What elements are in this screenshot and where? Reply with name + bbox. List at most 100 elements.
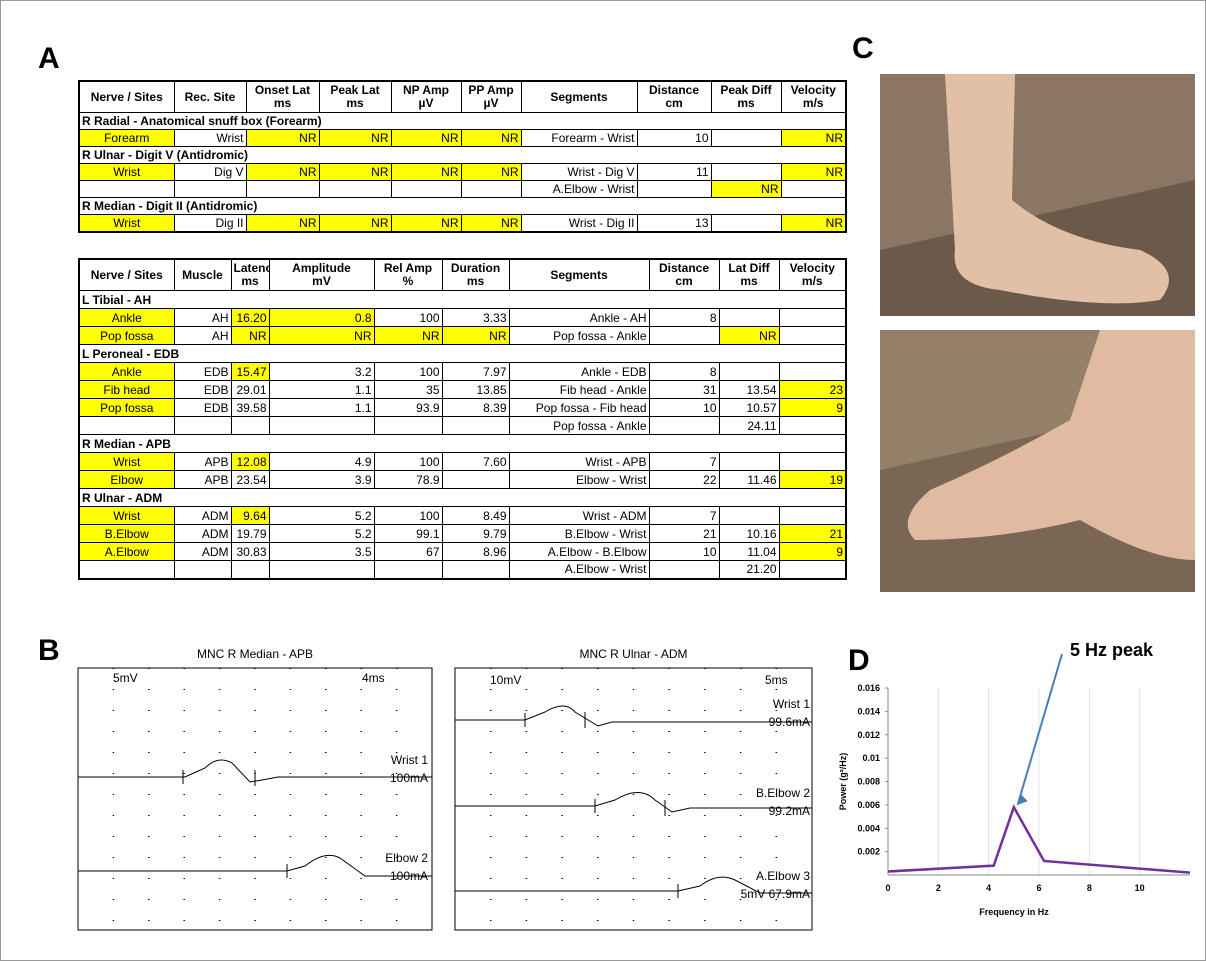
header-text: Peak Lat	[330, 83, 379, 97]
table-cell: Forearm	[79, 130, 174, 147]
trace-label: 100mA	[390, 771, 428, 785]
table-cell: 67	[374, 543, 442, 561]
table-cell: NR	[319, 215, 391, 233]
table-cell: 7.97	[442, 363, 509, 381]
table-cell: 22	[649, 471, 719, 489]
table-row: L Peroneal - EDB	[79, 345, 846, 363]
header-cell: Onset Latms	[246, 81, 319, 113]
table-cell: 8.49	[442, 507, 509, 525]
table-cell: 15.47	[231, 363, 269, 381]
table-cell: Pop fossa	[79, 327, 174, 345]
table-cell	[442, 561, 509, 579]
table-cell: Ankle - AH	[509, 309, 649, 327]
table-cell	[719, 309, 779, 327]
table-cell	[779, 327, 846, 345]
table-cell: NR	[781, 130, 846, 147]
trace-label: 99.2mA	[769, 804, 810, 818]
table-cell: 19	[779, 471, 846, 489]
table-cell	[374, 417, 442, 435]
table-cell	[637, 181, 711, 198]
header-text: Distance	[659, 261, 709, 275]
table-cell: Elbow - Wrist	[509, 471, 649, 489]
figure: A B C D MNC R Median - APB5mV4msWrist 11…	[0, 0, 1206, 961]
table-cell: Fib head - Ankle	[509, 381, 649, 399]
table-row: R Ulnar - ADM	[79, 489, 846, 507]
header-cell: Nerve / Sites	[79, 259, 174, 291]
table-cell	[779, 309, 846, 327]
header-text: Rel Amp	[384, 261, 432, 275]
table-cell: AH	[174, 309, 231, 327]
header-cell: Muscle	[174, 259, 231, 291]
table-cell	[174, 417, 231, 435]
y-tick-label: 0.004	[857, 823, 880, 833]
table-cell: 23.54	[231, 471, 269, 489]
table-cell	[779, 363, 846, 381]
header-text: ms	[241, 274, 258, 288]
y-tick-label: 0.008	[857, 777, 880, 787]
table-cell	[231, 561, 269, 579]
table-cell: 29.01	[231, 381, 269, 399]
table-cell: 9	[779, 543, 846, 561]
header-cell: Peak Latms	[319, 81, 391, 113]
table-cell: ADM	[174, 507, 231, 525]
header-text: Distance	[649, 83, 699, 97]
trace-box	[78, 668, 432, 930]
table-cell: Pop fossa - Ankle	[509, 417, 649, 435]
table-cell	[719, 507, 779, 525]
table-cell: 21.20	[719, 561, 779, 579]
table-cell: 5.2	[269, 525, 374, 543]
x-tick-label: 0	[885, 883, 890, 893]
table-cell: Wrist - Dig II	[521, 215, 637, 233]
table-cell: 7.60	[442, 453, 509, 471]
table-cell	[391, 181, 461, 198]
table-cell: 13.85	[442, 381, 509, 399]
table-cell: 8.96	[442, 543, 509, 561]
header-text: Muscle	[182, 268, 223, 282]
table-cell	[269, 561, 374, 579]
table-cell: 4.9	[269, 453, 374, 471]
table-cell: NR	[442, 327, 509, 345]
table-cell: 9.79	[442, 525, 509, 543]
table-cell	[231, 417, 269, 435]
x-axis-title: Frequency in Hz	[979, 907, 1049, 917]
table-row: A.Elbow - WristNR	[79, 181, 846, 198]
table-cell	[269, 417, 374, 435]
table-cell	[779, 507, 846, 525]
header-cell: Segments	[509, 259, 649, 291]
table-cell: 3.33	[442, 309, 509, 327]
header-text: Amplitude	[292, 261, 351, 275]
table-cell: Wrist	[79, 164, 174, 181]
table-cell: NR	[374, 327, 442, 345]
trace-title: MNC R Median - APB	[197, 647, 313, 661]
x-tick-label: 2	[936, 883, 941, 893]
table-cell: 24.11	[719, 417, 779, 435]
table-row: WristADM9.645.21008.49Wrist - ADM7	[79, 507, 846, 525]
table-cell	[779, 453, 846, 471]
table-cell: 0.8	[269, 309, 374, 327]
section-cell: L Peroneal - EDB	[79, 345, 846, 363]
table-cell: AH	[174, 327, 231, 345]
table-cell: NR	[246, 215, 319, 233]
header-cell: Segments	[521, 81, 637, 113]
header-cell: Velocitym/s	[781, 81, 846, 113]
table-cell: Fib head	[79, 381, 174, 399]
table-row: AnkleEDB15.473.21007.97Ankle - EDB8	[79, 363, 846, 381]
table-row: A.ElbowADM30.833.5678.96A.Elbow - B.Elbo…	[79, 543, 846, 561]
panel-label: A	[38, 42, 60, 75]
table-cell: Ankle	[79, 363, 174, 381]
table-cell: 13.54	[719, 381, 779, 399]
trace-label: 5ms	[765, 673, 788, 687]
table-cell	[649, 327, 719, 345]
table-cell: Wrist - ADM	[509, 507, 649, 525]
y-tick-label: 0.002	[857, 847, 880, 857]
trace-label: 5mV 67.9mA	[741, 887, 810, 901]
table-cell	[246, 181, 319, 198]
table-cell: 10.16	[719, 525, 779, 543]
table-cell: Forearm - Wrist	[521, 130, 637, 147]
header-cell: Peak Diffms	[711, 81, 781, 113]
table-row: R Ulnar - Digit V (Antidromic)	[79, 147, 846, 164]
table-cell: Wrist - Dig V	[521, 164, 637, 181]
table-row: R Median - Digit II (Antidromic)	[79, 198, 846, 215]
